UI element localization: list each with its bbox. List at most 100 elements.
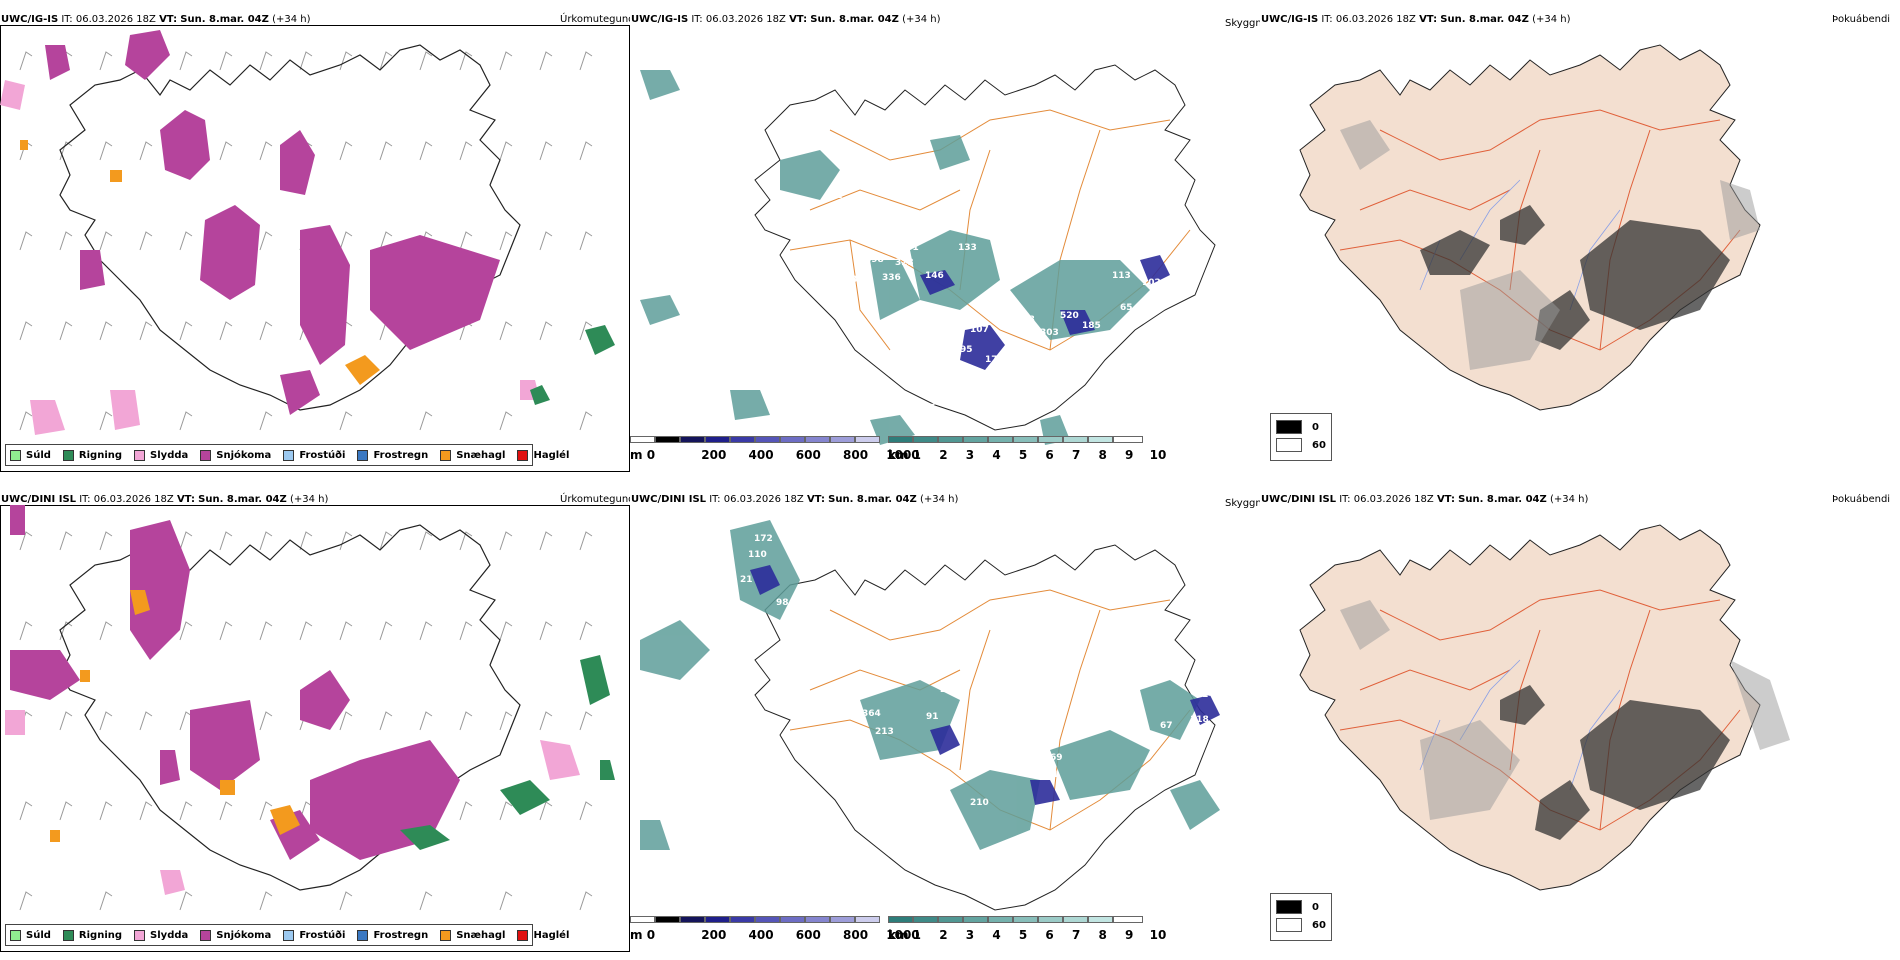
legend-swatch bbox=[357, 929, 369, 941]
vis-label: 101 bbox=[1040, 770, 1059, 780]
vis-label: 146 bbox=[925, 271, 944, 281]
vis-label: 28 bbox=[930, 173, 943, 183]
cloud-legend-row: 60 bbox=[1271, 916, 1331, 934]
legend-swatch bbox=[10, 449, 21, 461]
vis-point-labels: 172 110 21 98 364 84 213 276 91 539 143 … bbox=[740, 534, 1221, 853]
cloud-legend-row: 60 bbox=[1271, 436, 1331, 454]
row1-header: UWC/IG-IS IT: 06.03.2026 18Z VT: Sun. 8.… bbox=[1, 14, 311, 25]
vis-label: 84 bbox=[846, 725, 859, 735]
vis-label: 21 bbox=[740, 575, 753, 585]
fog-light bbox=[1340, 600, 1790, 820]
snow-pellet-areas bbox=[50, 590, 300, 842]
legend-swatch bbox=[62, 929, 74, 941]
row1-precip-panel: UWC/IG-IS IT: 06.03.2026 18Z VT: Sun. 8.… bbox=[0, 10, 630, 480]
vis-label: 149 bbox=[798, 740, 817, 750]
legend-item: Snjókoma bbox=[200, 929, 271, 941]
vis-point-labels: 908 880 28 231 698 323 132 336 146 133 3… bbox=[715, 65, 1161, 408]
vis-label: 364 bbox=[862, 709, 881, 719]
vis-label: 192 bbox=[905, 843, 924, 853]
legend-item: Rigning bbox=[62, 449, 122, 461]
sleet-areas bbox=[5, 710, 580, 895]
vis-label: 520 bbox=[1060, 311, 1079, 321]
vis-label: 880 bbox=[760, 65, 779, 75]
legend-item: Slydda bbox=[134, 929, 188, 941]
snow-areas bbox=[45, 30, 500, 415]
row1-vis-map: 908 880 28 231 698 323 132 336 146 133 3… bbox=[640, 64, 1216, 445]
vis-label: 979 bbox=[740, 263, 759, 273]
legend-swatch bbox=[283, 449, 295, 461]
legend-swatch bbox=[283, 929, 295, 941]
legend-swatch bbox=[357, 449, 369, 461]
vis-label: 44 bbox=[740, 663, 753, 673]
row1-vis-title: Skyggni bbox=[1225, 18, 1260, 29]
vis-label: 19 bbox=[740, 115, 753, 125]
vis-label: 67 bbox=[1160, 721, 1173, 731]
vis-label: 69 bbox=[1050, 753, 1063, 763]
row1-precip-frame bbox=[0, 25, 630, 472]
vis-label: 323 bbox=[895, 258, 914, 268]
vis-label: 98 bbox=[776, 598, 789, 608]
row2-precip-title: Úrkomutegund bbox=[560, 494, 630, 505]
snow-pellet-areas bbox=[20, 140, 380, 385]
rain-areas bbox=[400, 655, 615, 850]
low-vis-areas bbox=[640, 520, 1220, 850]
row1-vis-ticks: km 1 2 3 4 5 6 7 8 9 10 bbox=[888, 448, 1167, 462]
row1-vis-colorbar bbox=[888, 436, 1143, 443]
row2-height-colorbar bbox=[630, 916, 880, 923]
vis-label: 91 bbox=[926, 712, 939, 722]
legend-swatch bbox=[440, 929, 452, 941]
row2-fog-title: Þokuábendi bbox=[1832, 494, 1891, 505]
legend-item: Snjókoma bbox=[200, 449, 271, 461]
legend-swatch bbox=[200, 449, 212, 461]
row2-vis-header: UWC/DINI ISL IT: 06.03.2026 18Z VT: Sun.… bbox=[631, 494, 959, 505]
row2-fog-map bbox=[1299, 524, 1790, 891]
vis-label: 276 bbox=[940, 685, 959, 695]
row2-precip-panel: UWC/DINI ISL IT: 06.03.2026 18Z VT: Sun.… bbox=[0, 490, 630, 960]
legend-swatch bbox=[62, 449, 74, 461]
cloud-legend-swatch bbox=[1276, 900, 1302, 914]
vis-label: 107 bbox=[970, 325, 989, 335]
low-vis-areas bbox=[640, 70, 1150, 445]
vis-label: 110 bbox=[748, 550, 767, 560]
vis-label: 133 bbox=[958, 243, 977, 253]
row2-vis-map: 172 110 21 98 364 84 213 276 91 539 143 … bbox=[640, 520, 1221, 911]
low-cloud-areas bbox=[750, 565, 1220, 805]
legend-item: Slydda bbox=[134, 449, 188, 461]
vis-label: 185 bbox=[1082, 321, 1101, 331]
vis-label: 213 bbox=[875, 727, 894, 737]
vis-label: 539 bbox=[1010, 715, 1029, 725]
vis-label: 94 bbox=[1030, 255, 1043, 265]
row2-precip-legend: Súld Rigning Slydda Snjókoma Frostúði Fr… bbox=[5, 924, 569, 946]
vis-label: 102 bbox=[1142, 278, 1161, 288]
vis-label: 172 bbox=[754, 534, 773, 544]
iceland-coastline bbox=[59, 44, 521, 411]
legend-swatch bbox=[517, 449, 529, 461]
row2-fog-header: UWC/DINI ISL IT: 06.03.2026 18Z VT: Sun.… bbox=[1261, 494, 1589, 505]
iceland-coastline bbox=[754, 64, 1216, 431]
row1-precip-title: Úrkomutegund bbox=[560, 14, 630, 25]
row1-precip-map bbox=[0, 30, 615, 435]
row1-vis-header: UWC/IG-IS IT: 06.03.2026 18Z VT: Sun. 8.… bbox=[631, 14, 941, 25]
legend-item: Rigning bbox=[62, 929, 122, 941]
vis-label: 140 bbox=[1202, 690, 1221, 700]
vis-label: 231 bbox=[900, 243, 919, 253]
vis-label: 108 bbox=[1016, 315, 1035, 325]
fog-light bbox=[1340, 120, 1760, 370]
vis-label: 303 bbox=[1040, 328, 1059, 338]
vis-label: 12 bbox=[830, 191, 843, 201]
legend-item: Frostregn bbox=[357, 929, 428, 941]
row1-vis-panel: UWC/IG-IS IT: 06.03.2026 18Z VT: Sun. 8.… bbox=[630, 10, 1260, 480]
legend-item: Haglél bbox=[517, 449, 569, 461]
row2-precip-map bbox=[5, 505, 615, 911]
legend-swatch bbox=[134, 449, 146, 461]
row2-header: UWC/DINI ISL IT: 06.03.2026 18Z VT: Sun.… bbox=[1, 494, 329, 505]
vis-label: 210 bbox=[970, 798, 989, 808]
legend-item: Frostúði bbox=[283, 929, 345, 941]
low-cloud-areas bbox=[920, 255, 1170, 370]
row2-vis-title: Skyggni bbox=[1225, 498, 1260, 509]
row1-precip-legend: Súld Rigning Slydda Snjókoma Frostúði Fr… bbox=[5, 444, 569, 466]
snow-areas bbox=[10, 505, 460, 860]
vis-label: 698 bbox=[865, 255, 884, 265]
vis-label: 118 bbox=[1190, 715, 1209, 725]
vis-label: 143 bbox=[1018, 751, 1037, 761]
